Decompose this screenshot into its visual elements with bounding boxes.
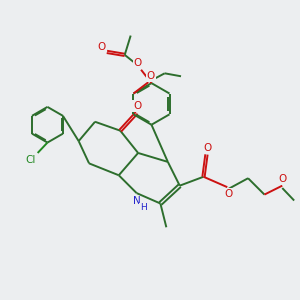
Text: O: O [147,71,155,81]
Text: O: O [279,174,287,184]
Text: O: O [134,58,142,68]
Text: O: O [98,42,106,52]
Text: O: O [203,143,211,153]
Text: N: N [133,196,140,206]
Text: O: O [133,101,141,111]
Text: O: O [225,189,233,199]
Text: Cl: Cl [25,154,36,164]
Text: H: H [140,203,146,212]
